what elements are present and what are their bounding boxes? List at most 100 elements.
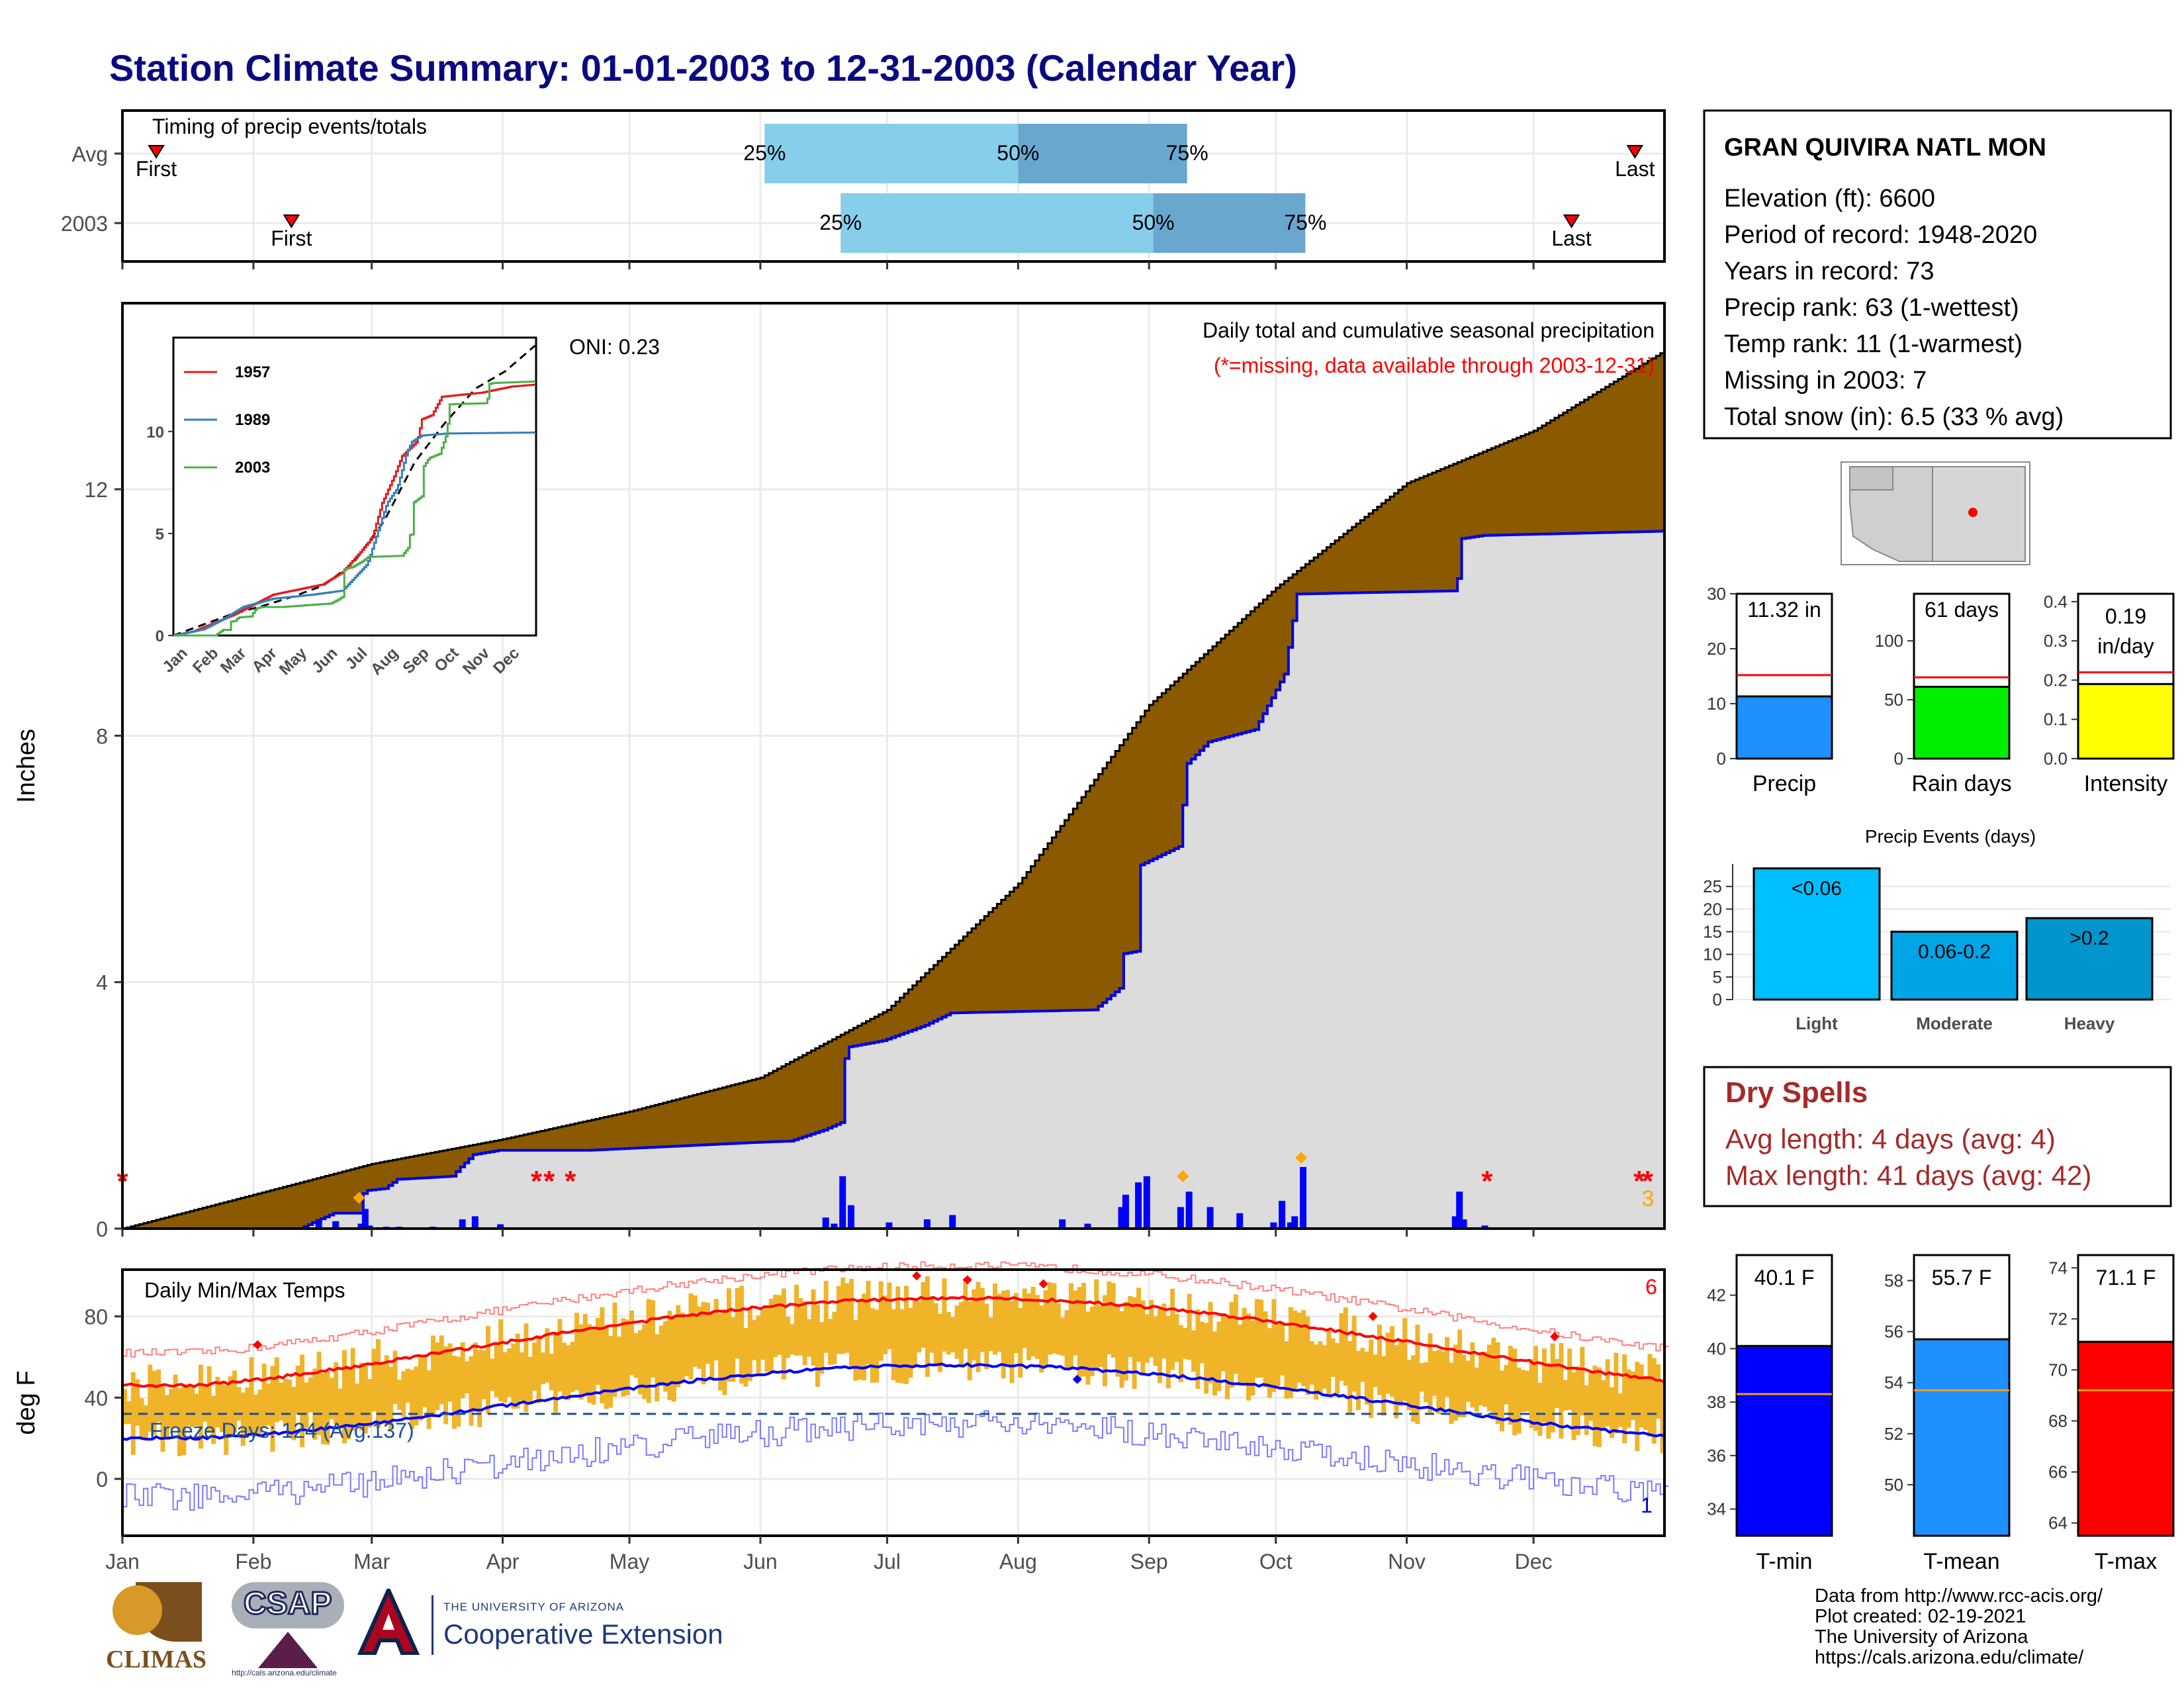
daily-temp-bar — [1533, 1346, 1539, 1431]
missing-marker: * — [531, 1165, 543, 1197]
daily-temp-bar — [1263, 1311, 1268, 1388]
daily-temp-bar — [1635, 1362, 1640, 1452]
daily-temp-bar — [1584, 1385, 1589, 1435]
record-high-marker — [912, 1271, 922, 1281]
daily-temp-bar — [1500, 1370, 1505, 1432]
events-y-tick-label: 0 — [1713, 990, 1722, 1009]
dry-spells-line: Max length: 41 days (avg: 42) — [1725, 1160, 2091, 1191]
university-of-arizona-logo: THE UNIVERSITY OF ARIZONA Cooperative Ex… — [357, 1589, 728, 1668]
dry-spells-box: Dry Spells Avg length: 4 days (avg: 4) Max… — [1703, 1066, 2172, 1207]
daily-temp-bar — [1094, 1279, 1099, 1368]
daily-temp-bar — [1660, 1382, 1665, 1454]
inset-y-tick-label: 0 — [156, 628, 164, 645]
daily-temp-bar — [494, 1344, 499, 1397]
csap-logo: CSAP http://cals.arizona.edu/climate — [232, 1579, 344, 1678]
temp-bar-tick-label: 52 — [1884, 1424, 1903, 1444]
daily-temp-bar — [566, 1345, 571, 1401]
daily-temp-bar — [1343, 1307, 1348, 1386]
daily-temp-bar — [536, 1335, 541, 1403]
daily-temp-bar — [1297, 1312, 1302, 1383]
daily-temp-bar — [972, 1289, 977, 1361]
freeze-days-label: Freeze Days: 124 (Avg.137) — [150, 1419, 414, 1442]
daily-temp-bar — [396, 1380, 402, 1410]
daily-temp-bar — [1614, 1352, 1619, 1434]
temp-bar-tick-label: 58 — [1884, 1271, 1903, 1291]
credit-line: https://cals.arizona.edu/climate/ — [1815, 1647, 2084, 1668]
daily-temp-bar — [1191, 1330, 1197, 1372]
stat-bar-tick-label: 0.0 — [2044, 749, 2068, 769]
daily-temp-bar — [443, 1346, 449, 1425]
daily-temp-bar — [667, 1311, 672, 1401]
daily-temp-bar — [1013, 1293, 1019, 1354]
daily-temp-bar — [853, 1320, 858, 1381]
daily-precip-bar — [1270, 1222, 1277, 1229]
daily-temp-bar — [279, 1382, 284, 1421]
temp-y-axis-label: deg F — [13, 1370, 40, 1434]
dry-spells-border — [1703, 1066, 2172, 1207]
daily-temp-bar — [1449, 1362, 1454, 1425]
daily-temp-bar — [1157, 1309, 1162, 1383]
daily-temp-bar — [933, 1303, 938, 1366]
daily-precip-bar — [1084, 1223, 1091, 1229]
daily-temp-bar — [143, 1405, 148, 1441]
daily-temp-bar — [625, 1319, 630, 1395]
first-label: First — [136, 157, 177, 181]
daily-temp-bar — [198, 1364, 203, 1449]
daily-temp-bar — [883, 1295, 888, 1354]
daily-temp-bar — [1432, 1350, 1437, 1396]
credits: Data from http://www.rcc-acis.org/Plot c… — [1815, 1585, 2103, 1668]
daily-temp-bar — [1115, 1305, 1120, 1377]
inset-y-tick-label: 5 — [156, 526, 164, 543]
daily-temp-bar — [578, 1324, 584, 1400]
daily-temp-bar — [312, 1368, 318, 1440]
dry-spells-line: Avg length: 4 days (avg: 4) — [1725, 1123, 2056, 1154]
temp-bar-value: 71.1 F — [2096, 1266, 2156, 1289]
daily-temp-bar — [1360, 1348, 1365, 1382]
daily-temp-bar — [887, 1282, 892, 1350]
daily-temp-bar — [790, 1324, 795, 1355]
daily-temp-bar — [1009, 1301, 1015, 1383]
daily-temp-bar — [756, 1315, 761, 1376]
temp-bar-tick-label: 42 — [1707, 1286, 1726, 1305]
daily-temp-bar — [130, 1372, 136, 1455]
daily-temp-bar — [1326, 1331, 1332, 1397]
snow-marker — [353, 1192, 365, 1204]
daily-temp-bar — [422, 1356, 428, 1408]
temp-panel-title: Daily Min/Max Temps — [144, 1278, 345, 1302]
daily-temp-bar — [1284, 1341, 1289, 1399]
daily-temp-bar — [967, 1301, 972, 1381]
timing-bar-50-75 — [1018, 124, 1187, 183]
daily-temp-bar — [1465, 1360, 1471, 1402]
daily-temp-bar — [527, 1356, 533, 1405]
daily-temp-bar — [1271, 1299, 1277, 1392]
daily-temp-bar — [308, 1377, 313, 1413]
station-location-dot — [1968, 508, 1978, 517]
month-label: Jun — [743, 1550, 778, 1573]
precip-panel-title: Daily total and cumulative seasonal prec… — [1203, 318, 1655, 342]
event-bar-name: Moderate — [1916, 1013, 1993, 1033]
daily-temp-bar — [1453, 1344, 1458, 1421]
daily-temp-bar — [371, 1348, 377, 1412]
daily-temp-bar — [1428, 1333, 1433, 1413]
daily-temp-bar — [515, 1333, 520, 1409]
daily-precip-bar — [822, 1217, 829, 1229]
station-detail-line: Missing in 2003: 7 — [1724, 367, 1927, 395]
temp-bar-tick-label: 72 — [2048, 1309, 2068, 1329]
daily-temp-bar — [946, 1311, 951, 1355]
temp-bar-t-max: 64 66 68 70 72 74 71.1 F T-max — [2048, 1254, 2175, 1574]
daily-temp-bar — [1656, 1364, 1661, 1419]
event-bar-name: Light — [1796, 1013, 1838, 1033]
daily-temp-bar — [616, 1336, 621, 1390]
daily-precip-bar — [1456, 1192, 1463, 1229]
daily-precip-bar — [1287, 1222, 1294, 1229]
daily-temp-bar — [570, 1341, 575, 1392]
daily-temp-bar — [604, 1325, 609, 1409]
temp-bar-name: T-max — [2095, 1549, 2157, 1574]
daily-temp-bar — [355, 1383, 360, 1427]
daily-temp-bar — [1617, 1393, 1623, 1427]
stat-bar-name: Intensity — [2084, 771, 2168, 796]
daily-temp-bar — [726, 1288, 731, 1382]
station-info-box: GRAN QUIVIRA NATL MON Elevation (ft): 660… — [1703, 109, 2172, 440]
daily-precip-bar — [1291, 1216, 1298, 1229]
daily-temp-bar — [1314, 1344, 1319, 1400]
